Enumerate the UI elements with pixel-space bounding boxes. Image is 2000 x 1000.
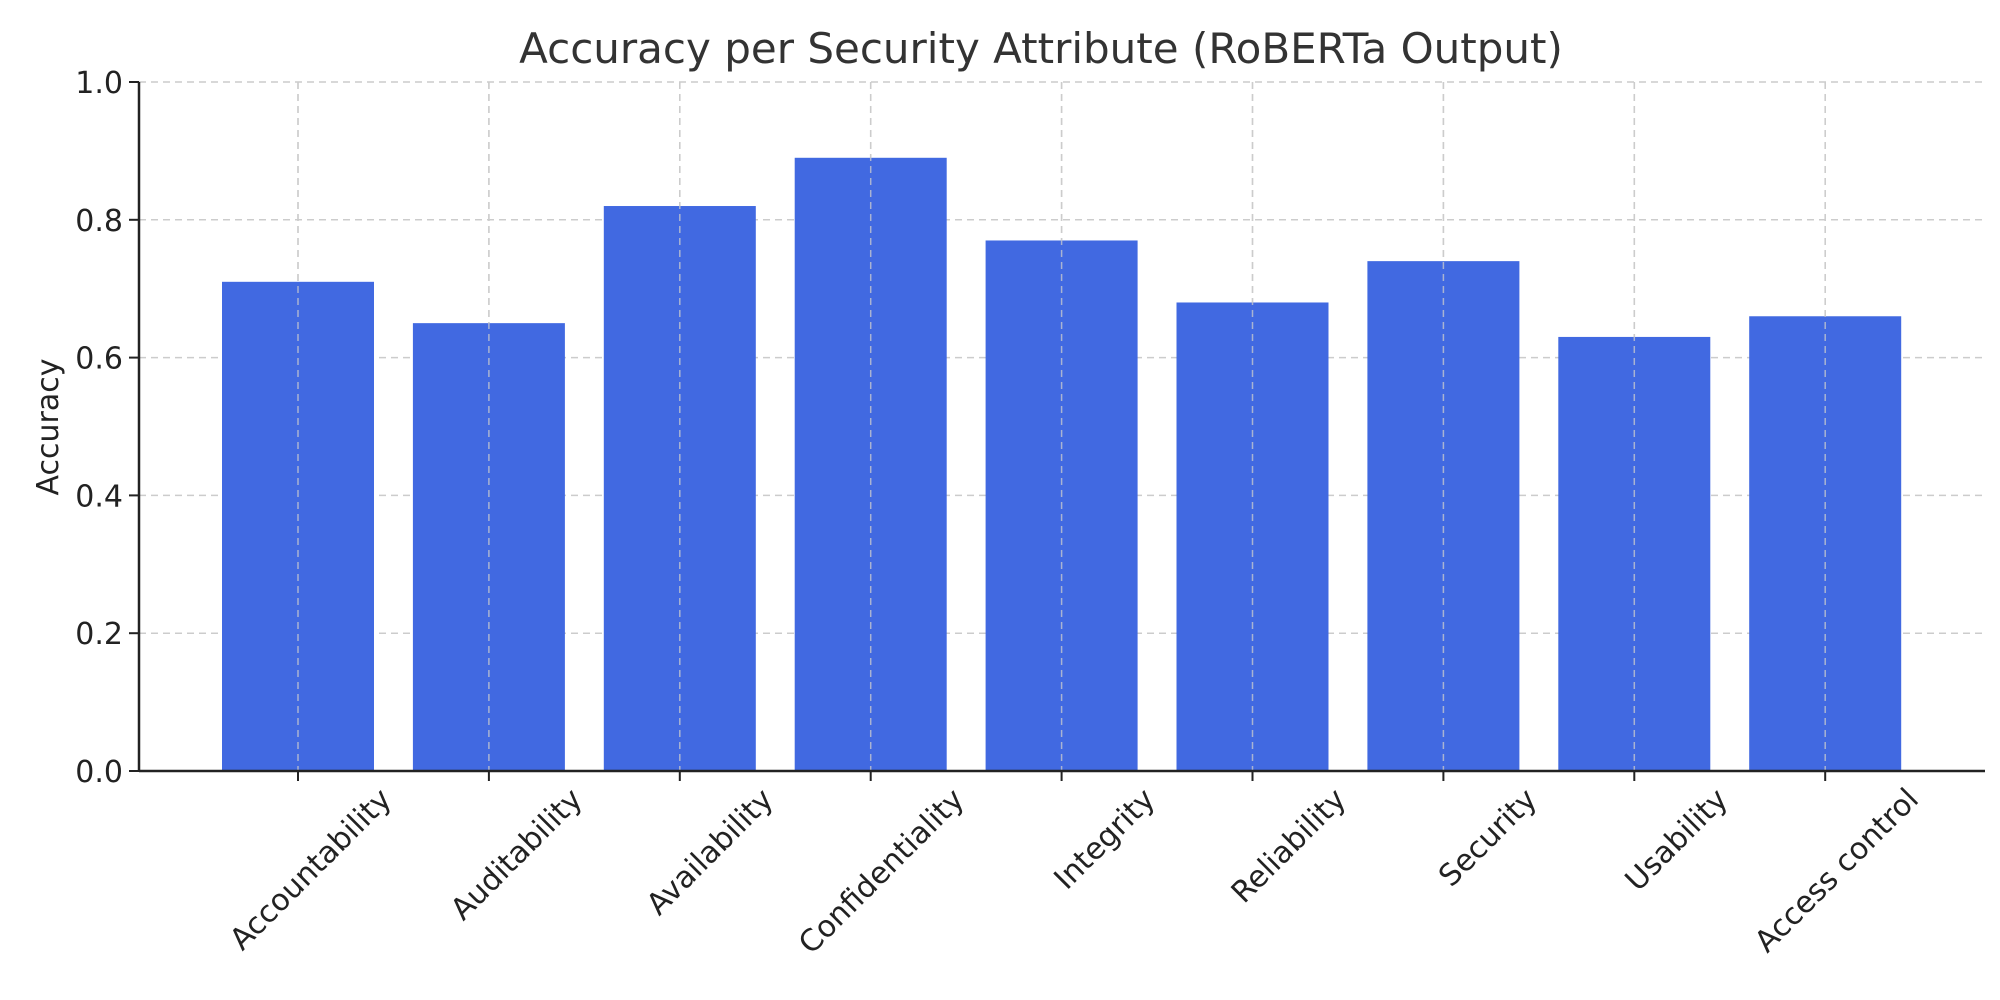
- y-tick-labels: 0.0 0.2 0.4 0.6 0.8 1.0: [75, 66, 123, 790]
- axis-layer: [129, 81, 1985, 781]
- chart-title: Accuracy per Security Attribute (RoBERTa…: [519, 24, 1563, 73]
- y-tick-label: 0.2: [75, 617, 123, 652]
- bar-reliability: [1176, 302, 1329, 771]
- x-tick-label: Usability: [1619, 782, 1735, 898]
- x-tick-label: Auditability: [444, 782, 589, 927]
- x-tick-label: Integrity: [1047, 782, 1162, 897]
- y-tick-label: 0.8: [75, 204, 123, 239]
- x-tick-label: Reliability: [1225, 782, 1353, 910]
- x-tick-labels: Accountability Auditability Availability Co…: [223, 782, 1926, 961]
- x-tick-label: Accountability: [223, 782, 398, 957]
- y-tick-label: 0.0: [75, 755, 123, 790]
- y-tick-label: 0.4: [75, 479, 123, 514]
- y-tick-label: 1.0: [75, 66, 123, 101]
- bar-confidentiality: [794, 157, 947, 772]
- x-tick-label: Confidentiality: [792, 782, 971, 961]
- x-tick-label: Availability: [640, 782, 780, 922]
- bar-auditability: [412, 323, 565, 771]
- y-axis-label: Accuracy: [31, 359, 66, 496]
- bar-layer: [222, 82, 1902, 772]
- x-tick-label: Security: [1432, 782, 1544, 894]
- y-tick-label: 0.6: [75, 342, 123, 377]
- x-tick-label: Access control: [1748, 782, 1926, 960]
